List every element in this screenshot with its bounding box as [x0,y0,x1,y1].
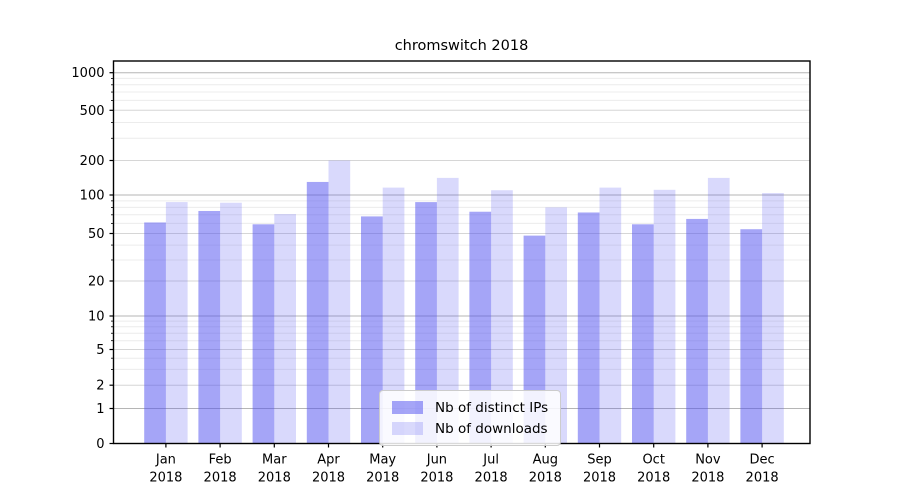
bar-downloads [653,189,676,444]
bar-distinct-ips [198,210,221,444]
chart-title: chromswitch 2018 [394,38,529,54]
x-tick-label-year: 2018 [149,471,182,486]
bar-distinct-ips [415,202,437,444]
legend: Nb of distinct IPs Nb of downloads [379,390,562,446]
x-tick-label-month: Aug [533,453,558,468]
legend-row-distinct-ips: Nb of distinct IPs [392,397,548,418]
bar-downloads [762,193,784,444]
x-tick-label-year: 2018 [583,471,616,486]
y-tick-label: 500 [80,104,105,119]
x-tick-label-month: Dec [750,453,775,468]
bar-downloads [165,202,188,444]
x-tick-label-month: Sep [587,453,612,468]
y-tick-label: 200 [80,154,105,169]
bar-distinct-ips [740,229,763,444]
legend-label-downloads: Nb of downloads [435,420,548,437]
x-tick-label-month: May [369,453,396,468]
bar-distinct-ips [306,181,329,444]
bar-distinct-ips [632,224,654,444]
x-tick-label-year: 2018 [691,471,724,486]
y-tick-label: 2 [96,379,104,394]
x-tick-label-year: 2018 [204,471,237,486]
x-tick-label-year: 2018 [475,471,508,486]
bar-downloads [328,160,351,444]
bar-distinct-ips [469,211,492,444]
y-tick-label: 5 [96,343,104,358]
x-tick-label-year: 2018 [637,471,670,486]
x-tick-label-year: 2018 [312,471,345,486]
x-tick-label-month: Apr [317,453,340,468]
bar-downloads [382,187,405,444]
x-tick-label-month: Nov [695,453,721,468]
legend-swatch-distinct-ips [392,401,423,414]
x-tick-label-year: 2018 [258,471,291,486]
y-tick-label: 1 [96,402,104,417]
x-tick-label-month: Jun [426,453,447,468]
x-tick-label-month: Jul [482,453,499,468]
y-tick-label: 20 [88,275,105,290]
y-tick-label: 10 [88,310,105,325]
bar-distinct-ips [252,224,275,444]
x-tick-label-month: Oct [642,453,664,468]
bar-distinct-ips [686,218,708,444]
bar-downloads [491,190,513,444]
bar-downloads [220,202,242,444]
x-tick-label-year: 2018 [529,471,562,486]
y-tick-label: 100 [80,189,105,204]
bar-downloads [599,187,622,444]
x-tick-label-year: 2018 [366,471,399,486]
legend-label-distinct-ips: Nb of distinct IPs [435,399,549,416]
bar-downloads [545,207,567,444]
bar-distinct-ips [577,212,600,444]
bar-downloads [707,177,730,444]
x-tick-label-year: 2018 [746,471,779,486]
bar-downloads [274,214,296,444]
legend-row-downloads: Nb of downloads [392,418,548,439]
x-tick-label-month: Jan [155,453,176,468]
y-tick-label: 0 [96,437,104,452]
x-tick-label-month: Mar [262,453,287,468]
bar-downloads [436,177,459,444]
y-tick-label: 1000 [71,66,104,81]
bar-distinct-ips [144,222,166,444]
y-tick-label: 50 [88,227,105,242]
legend-swatch-downloads [392,422,423,435]
x-tick-label-month: Feb [209,453,232,468]
bar-distinct-ips [361,216,383,444]
x-tick-label-year: 2018 [420,471,453,486]
